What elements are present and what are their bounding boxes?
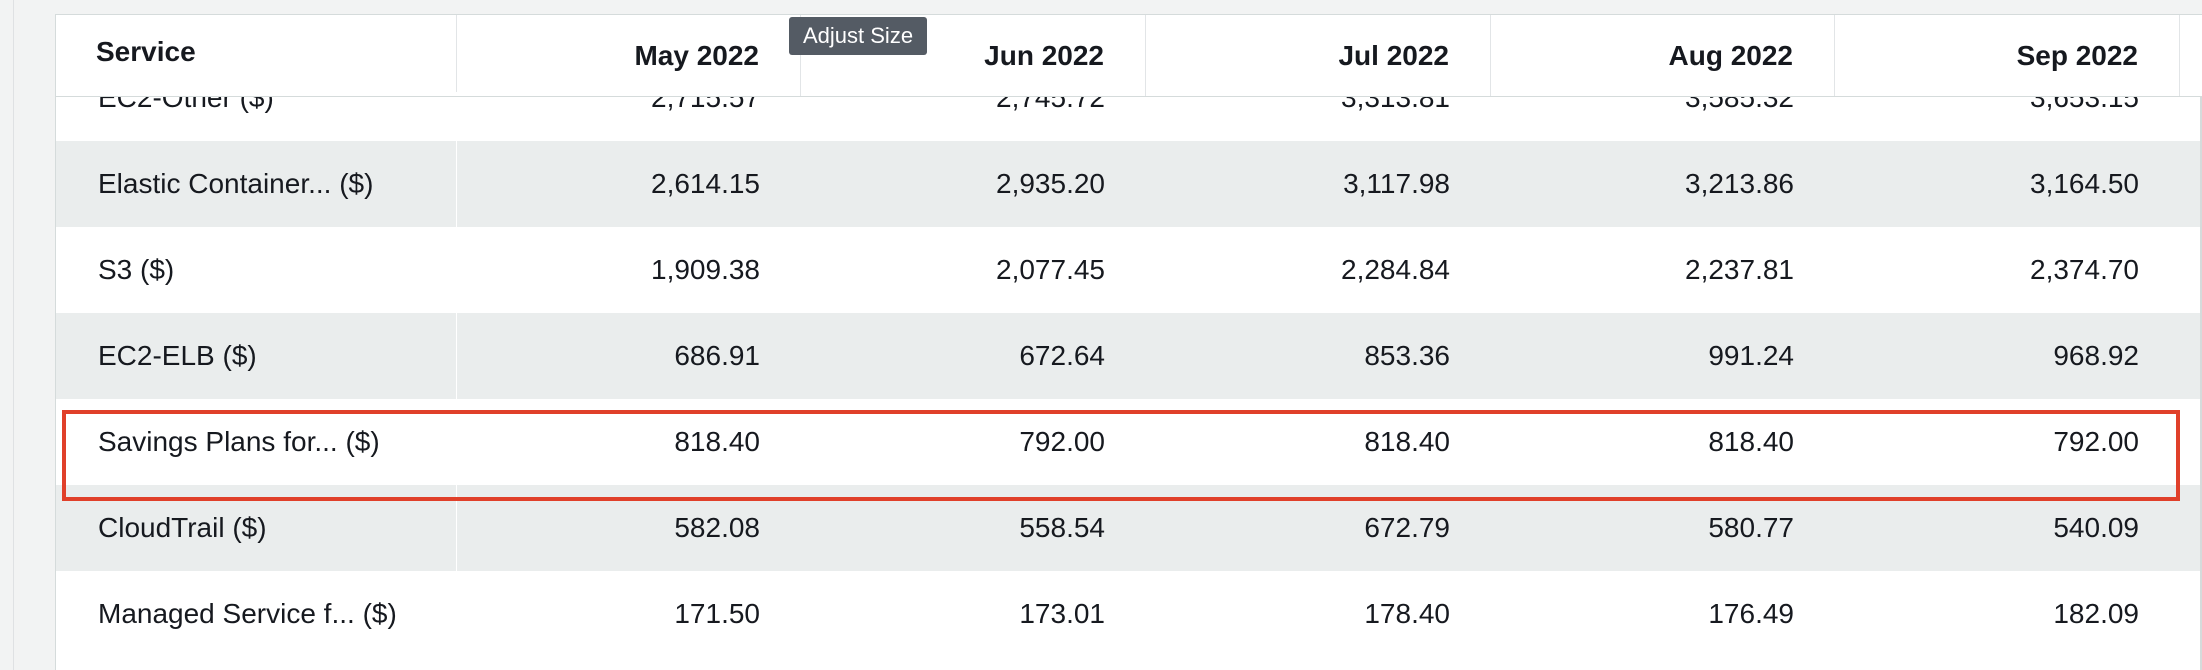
- service-cell: Managed Service f... ($): [56, 571, 457, 657]
- cost-table: Service May 2022 Jun 2022 Jul 2022 Aug 2…: [55, 14, 2202, 670]
- cost-cell: 178.40: [1364, 598, 1450, 629]
- cost-cell: 2,935.20: [996, 168, 1105, 199]
- column-header-aug-2022[interactable]: Aug 2022: [1491, 15, 1835, 96]
- column-header-service[interactable]: Service: [56, 15, 457, 92]
- right-edge-divider: [2200, 14, 2202, 670]
- cost-cell: 991.24: [1708, 340, 1794, 371]
- cost-cell: 580.77: [1708, 512, 1794, 543]
- column-header-may-2022[interactable]: May 2022: [457, 15, 801, 96]
- cost-cell: 818.40: [1708, 426, 1794, 457]
- service-cell: S3 ($): [56, 227, 457, 313]
- cost-cell: 540.09: [2053, 512, 2139, 543]
- cost-cell: 171.50: [674, 598, 760, 629]
- cost-cell: 1,909.38: [651, 254, 760, 285]
- cost-cell: 176.49: [1708, 598, 1794, 629]
- table-row-highlighted: Savings Plans for... ($) 818.40 792.00 8…: [56, 399, 2202, 485]
- adjust-size-tooltip: Adjust Size: [789, 17, 928, 55]
- cost-cell: 968.92: [2053, 340, 2139, 371]
- table-row: EC2-ELB ($) 686.91 672.64 853.36 991.24 …: [56, 313, 2202, 399]
- cost-cell: 182.09: [2053, 598, 2139, 629]
- cost-cell: 672.64: [1019, 340, 1105, 371]
- table-header: Service May 2022 Jun 2022 Jul 2022 Aug 2…: [56, 15, 2202, 97]
- service-cell: Elastic Container... ($): [56, 141, 457, 227]
- cost-cell: 672.79: [1364, 512, 1450, 543]
- cost-cell: 558.54: [1019, 512, 1105, 543]
- cost-cell: 3,213.86: [1685, 168, 1794, 199]
- cost-cell: 2,077.45: [996, 254, 1105, 285]
- service-cell: CloudTrail ($): [56, 485, 457, 571]
- table-row: S3 ($) 1,909.38 2,077.45 2,284.84 2,237.…: [56, 227, 2202, 313]
- column-header-jul-2022[interactable]: Jul 2022: [1146, 15, 1491, 96]
- cost-cell: 3,164.50: [2030, 168, 2139, 199]
- cost-cell: 2,284.84: [1341, 254, 1450, 285]
- cost-cell: 792.00: [2053, 426, 2139, 457]
- cost-cell: 853.36: [1364, 340, 1450, 371]
- cost-cell: 2,614.15: [651, 168, 760, 199]
- cost-cell: 792.00: [1019, 426, 1105, 457]
- service-cell: EC2-ELB ($): [56, 313, 457, 399]
- column-header-sep-2022[interactable]: Sep 2022: [1835, 15, 2180, 96]
- column-header-jun-2022[interactable]: Jun 2022: [801, 15, 1146, 96]
- table-row: Elastic Container... ($) 2,614.15 2,935.…: [56, 141, 2202, 227]
- cost-cell: 2,374.70: [2030, 254, 2139, 285]
- cost-cell: 173.01: [1019, 598, 1105, 629]
- left-gutter: [0, 0, 14, 670]
- cost-cell: 686.91: [674, 340, 760, 371]
- table-row: CloudTrail ($) 582.08 558.54 672.79 580.…: [56, 485, 2202, 571]
- cost-cell: 3,117.98: [1343, 168, 1450, 199]
- table-row: Managed Service f... ($) 171.50 173.01 1…: [56, 571, 2202, 657]
- cost-cell: 582.08: [674, 512, 760, 543]
- service-cell: Savings Plans for... ($): [56, 399, 457, 485]
- cost-cell: 818.40: [674, 426, 760, 457]
- cost-cell: 818.40: [1364, 426, 1450, 457]
- cost-cell: 2,237.81: [1685, 254, 1794, 285]
